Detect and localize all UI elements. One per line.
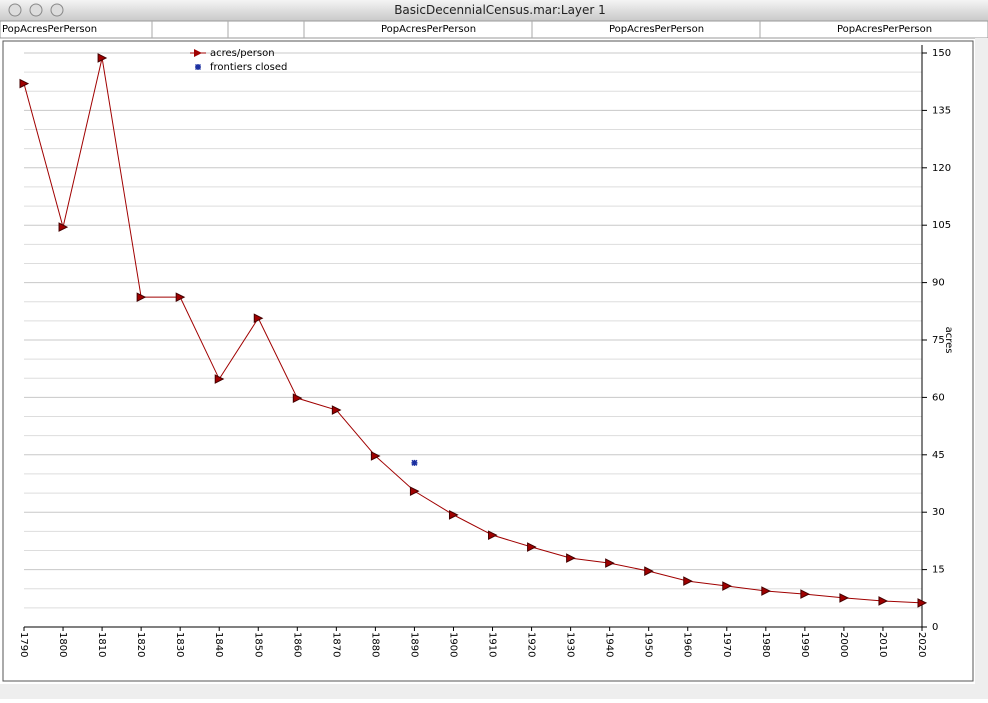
- data-point: [800, 589, 810, 599]
- y-tick-label: 75: [932, 335, 945, 346]
- x-tick-label: 1980: [760, 632, 771, 657]
- window-title: BasicDecennialCensus.mar:Layer 1: [394, 3, 606, 17]
- x-tick-label: 1950: [643, 632, 654, 657]
- data-point: [136, 292, 147, 302]
- legend-label: frontiers closed: [210, 62, 287, 73]
- legend-marker: [194, 63, 202, 71]
- y-tick-label: 30: [932, 507, 945, 518]
- data-point: [175, 292, 186, 302]
- y-tick-label: 45: [932, 450, 945, 461]
- data-point: [878, 596, 889, 606]
- minimize-button[interactable]: [29, 3, 43, 17]
- data-point: [488, 530, 498, 540]
- scrollbar[interactable]: [975, 38, 988, 684]
- x-tick-label: 1840: [213, 632, 224, 657]
- data-point: [97, 53, 108, 63]
- y-tick-label: 60: [932, 392, 945, 403]
- data-point: [58, 222, 69, 232]
- data-point: [917, 598, 928, 608]
- data-point: [331, 405, 342, 415]
- data-point: [253, 313, 264, 323]
- data-point: [409, 486, 420, 496]
- x-tick-label: 2000: [838, 632, 849, 657]
- data-point: [292, 393, 303, 403]
- data-point: [566, 553, 576, 563]
- x-tick-label: 1930: [565, 632, 576, 657]
- x-tick-label: 1900: [447, 632, 458, 657]
- y-axis-label: acres: [943, 327, 954, 354]
- header-cell: PopAcresPerPerson: [609, 24, 704, 35]
- data-point: [214, 374, 225, 384]
- data-point: [683, 576, 693, 586]
- data-point: [605, 558, 615, 568]
- x-tick-label: 1830: [174, 632, 185, 657]
- header-cell: PopAcresPerPerson: [2, 24, 97, 35]
- series-line: [23, 57, 923, 604]
- y-tick-label: 0: [932, 622, 938, 633]
- title-bar: [0, 0, 988, 21]
- data-point: [19, 78, 30, 89]
- data-point: [448, 510, 459, 520]
- x-tick-label: 1960: [682, 632, 693, 657]
- x-tick-label: 1910: [487, 632, 498, 657]
- x-tick-label: 1860: [291, 632, 302, 657]
- zoom-button[interactable]: [50, 3, 64, 17]
- data-point: [839, 593, 850, 603]
- x-tick-label: 1810: [96, 632, 107, 657]
- x-tick-label: 1940: [604, 632, 615, 657]
- x-tick-label: 1800: [57, 632, 68, 657]
- y-tick-label: 120: [932, 163, 951, 174]
- y-tick-label: 135: [932, 105, 951, 116]
- x-tick-label: 2020: [916, 632, 927, 657]
- x-tick-label: 2010: [877, 632, 888, 657]
- x-tick-label: 1820: [135, 632, 146, 657]
- x-tick-label: 1850: [252, 632, 263, 657]
- data-point: [527, 542, 537, 552]
- close-button[interactable]: [8, 3, 22, 17]
- x-tick-label: 1890: [408, 632, 419, 657]
- y-tick-label: 105: [932, 220, 951, 231]
- y-tick-label: 150: [932, 48, 951, 59]
- status-bar: [0, 684, 988, 699]
- data-point: [722, 581, 732, 591]
- data-point: [370, 451, 381, 461]
- y-tick-label: 90: [932, 278, 945, 289]
- header-dividers: [151, 21, 761, 38]
- x-tick-label: 1990: [799, 632, 810, 657]
- x-tick-label: 1870: [330, 632, 341, 657]
- header-row: [0, 20, 988, 39]
- header-cell: PopAcresPerPerson: [381, 24, 476, 35]
- y-tick-label: 15: [932, 565, 945, 576]
- x-tick-label: 1790: [18, 632, 29, 657]
- x-tick-label: 1970: [721, 632, 732, 657]
- chart-panel: [2, 40, 974, 682]
- data-point: [411, 459, 418, 466]
- data-point: [761, 586, 771, 596]
- x-tick-label: 1880: [369, 632, 380, 657]
- data-point: [644, 566, 654, 576]
- legend-label: acres/person: [210, 48, 275, 59]
- legend-marker: [194, 49, 202, 57]
- x-tick-label: 1920: [526, 632, 537, 657]
- header-cell: PopAcresPerPerson: [837, 24, 932, 35]
